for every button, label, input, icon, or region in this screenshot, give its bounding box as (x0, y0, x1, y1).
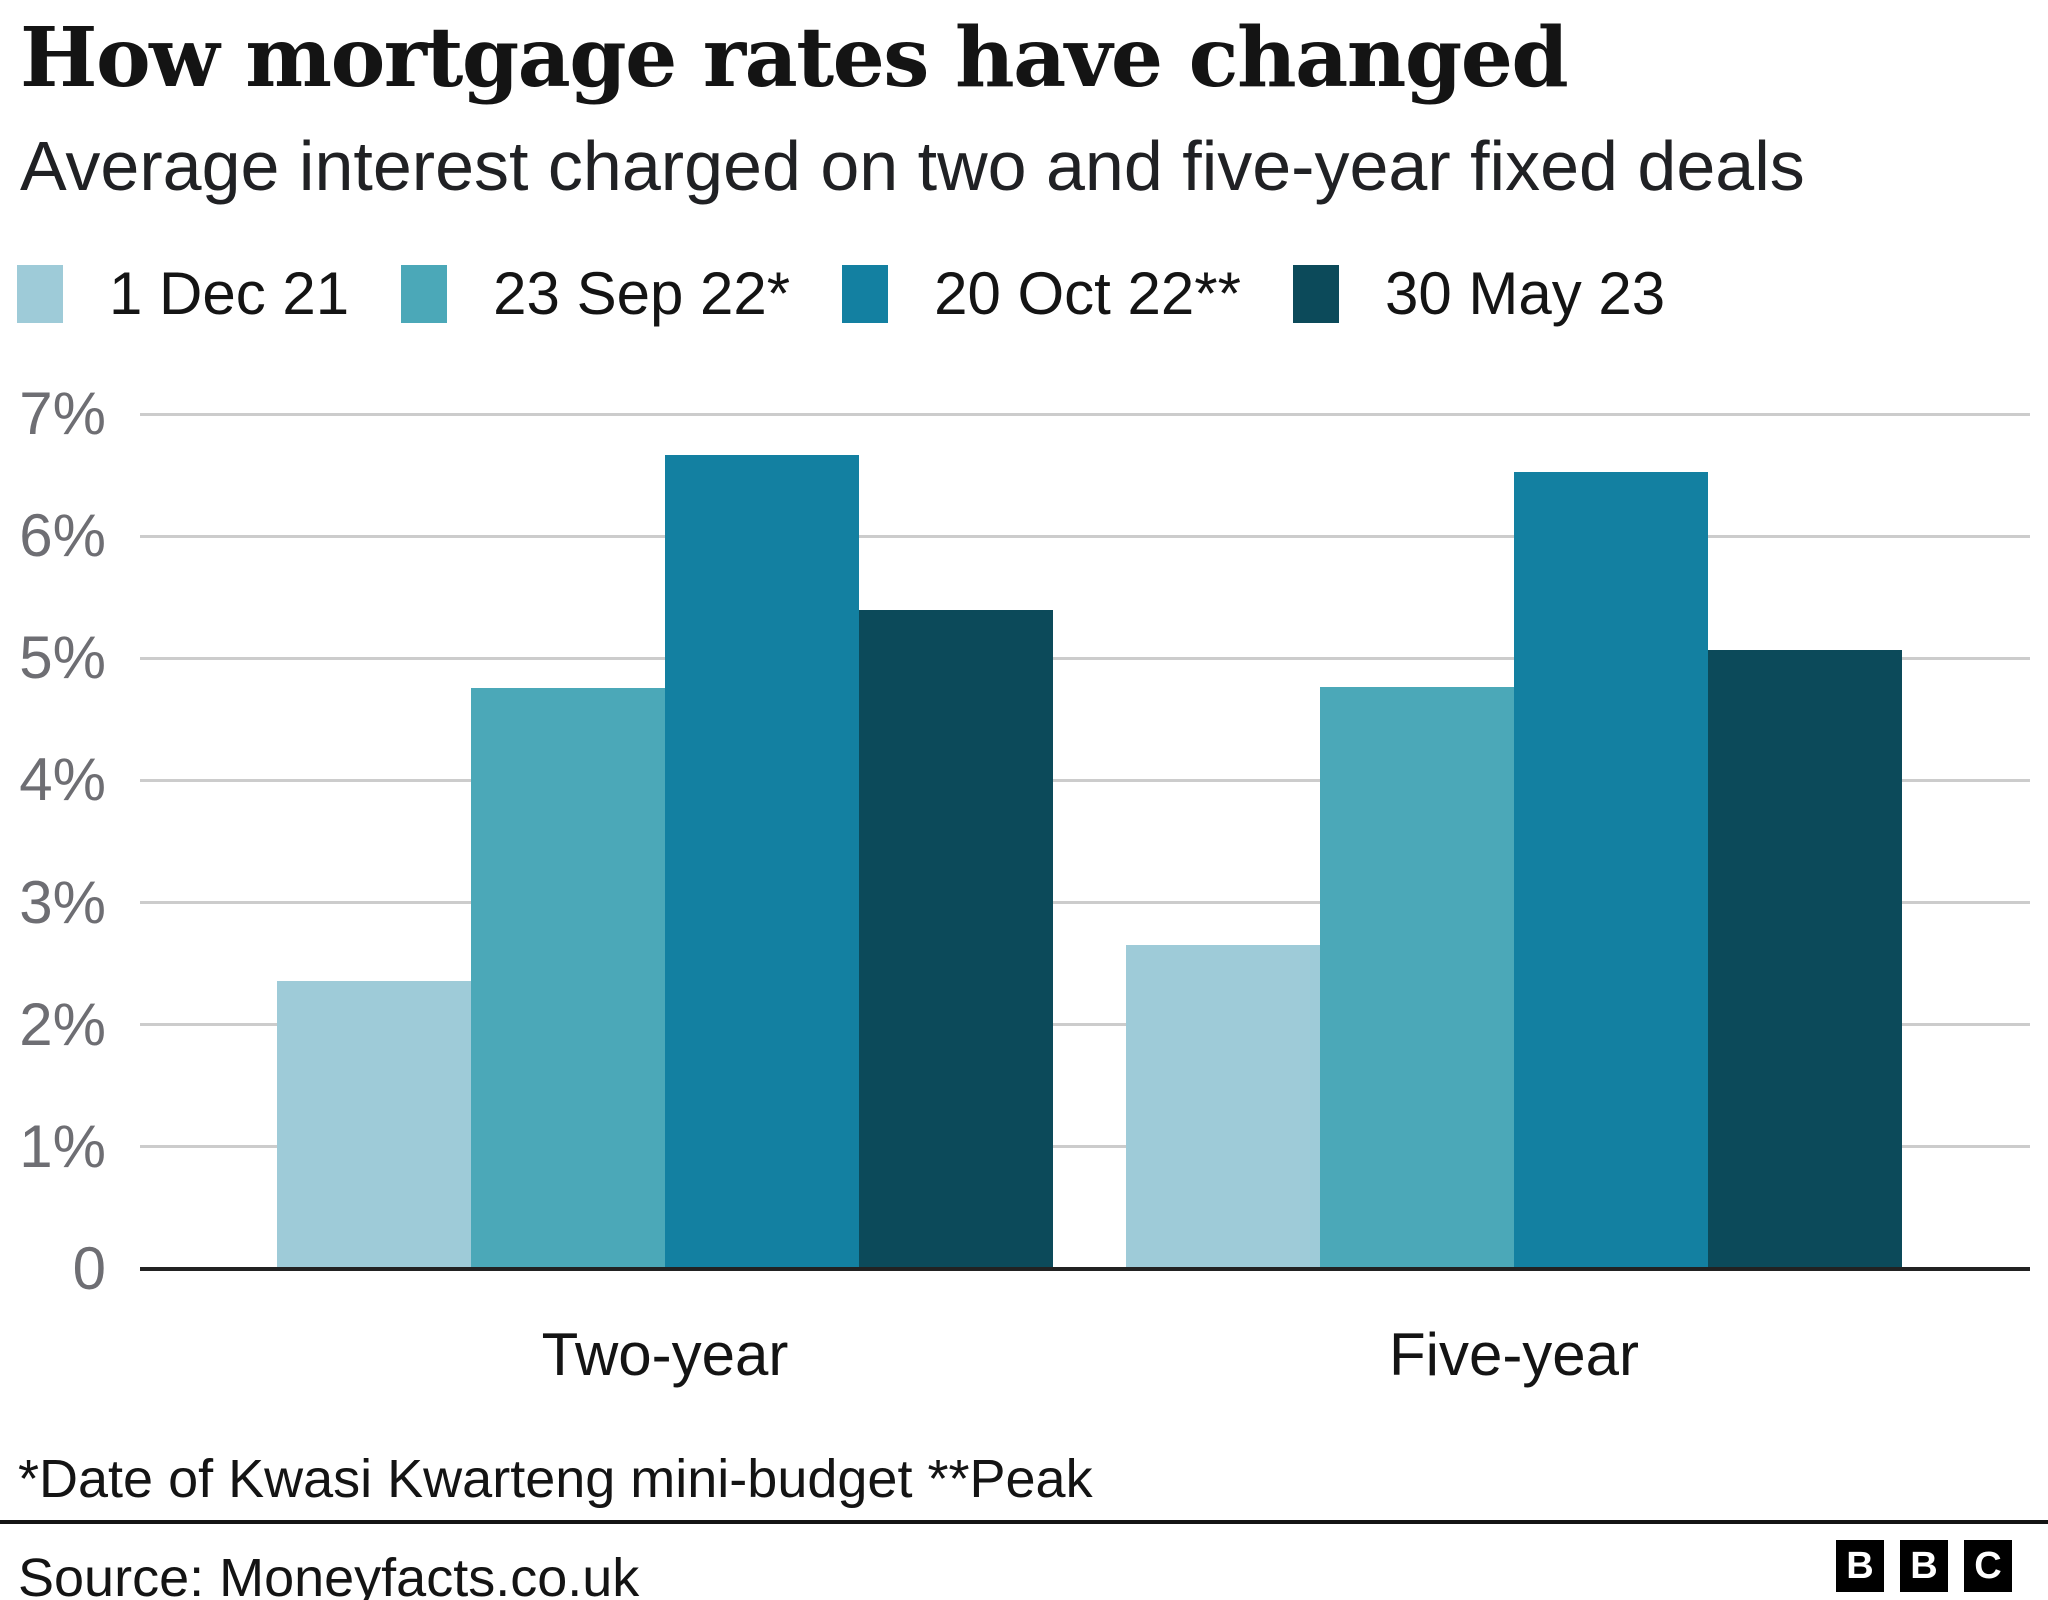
bar-five-year-1-dec-21 (1126, 944, 1320, 1267)
legend-label: 1 Dec 21 (109, 260, 350, 327)
bar-two-year-23-sep-22 (471, 688, 665, 1267)
gridline-5pct (140, 656, 2030, 660)
chart-subtitle: Average interest charged on two and five… (20, 127, 1805, 205)
gridline-7pct (140, 412, 2030, 416)
legend-swatch (17, 264, 63, 323)
y-tick-label-7pct: 7% (19, 380, 106, 448)
x-axis-line (140, 1267, 2030, 1271)
gridline-6pct (140, 534, 2030, 538)
y-tick-label-5pct: 5% (19, 624, 106, 692)
footnote: *Date of Kwasi Kwarteng mini-budget **Pe… (18, 1449, 1093, 1509)
legend-item: 20 Oct 22** (842, 259, 1241, 328)
legend-swatch (401, 264, 448, 323)
y-tick-label-6pct: 6% (19, 502, 106, 570)
legend-item: 30 May 23 (1292, 259, 1666, 328)
y-tick-label-1pct: 1% (19, 1112, 106, 1180)
gridline-3pct (140, 901, 2030, 905)
bbc-logo-letter: B (1836, 1540, 1884, 1592)
bar-five-year-23-sep-22 (1320, 686, 1514, 1267)
legend-item: 23 Sep 22* (401, 259, 790, 328)
legend-label: 30 May 23 (1384, 260, 1666, 327)
legend-item: 1 Dec 21 (17, 259, 349, 328)
gridline-2pct (140, 1023, 2030, 1027)
legend-swatch (1292, 264, 1339, 323)
footer-separator (0, 1520, 2048, 1524)
bbc-logo-letter: C (1964, 1540, 2012, 1592)
y-tick-label-4pct: 4% (19, 746, 106, 814)
source-credit: Source: Moneyfacts.co.uk (18, 1548, 640, 1600)
y-tick-label-2pct: 2% (19, 990, 106, 1058)
category-label-two-year: Two-year (541, 1321, 789, 1388)
legend: 1 Dec 21 23 Sep 22* 20 Oct 22** 30 May 23 (17, 259, 1717, 328)
bar-two-year-30-may-23 (859, 609, 1053, 1267)
bbc-logo: B B C (1820, 1540, 2012, 1592)
legend-label: 20 Oct 22** (934, 260, 1241, 327)
bar-two-year-20-oct-22 (665, 454, 859, 1267)
bar-five-year-30-may-23 (1708, 650, 1902, 1267)
y-tick-label-3pct: 3% (19, 868, 106, 936)
bar-two-year-1-dec-21 (277, 981, 471, 1267)
category-label-five-year: Five-year (1388, 1321, 1640, 1388)
bar-five-year-20-oct-22 (1514, 471, 1708, 1267)
gridline-4pct (140, 778, 2030, 782)
chart-title: How mortgage rates have changed (20, 10, 1569, 106)
y-tick-label-0: 0 (72, 1235, 106, 1302)
legend-swatch (842, 264, 889, 323)
legend-label: 23 Sep 22* (493, 260, 791, 327)
gridline-1pct (140, 1145, 2030, 1149)
bbc-logo-letter: B (1900, 1540, 1948, 1592)
